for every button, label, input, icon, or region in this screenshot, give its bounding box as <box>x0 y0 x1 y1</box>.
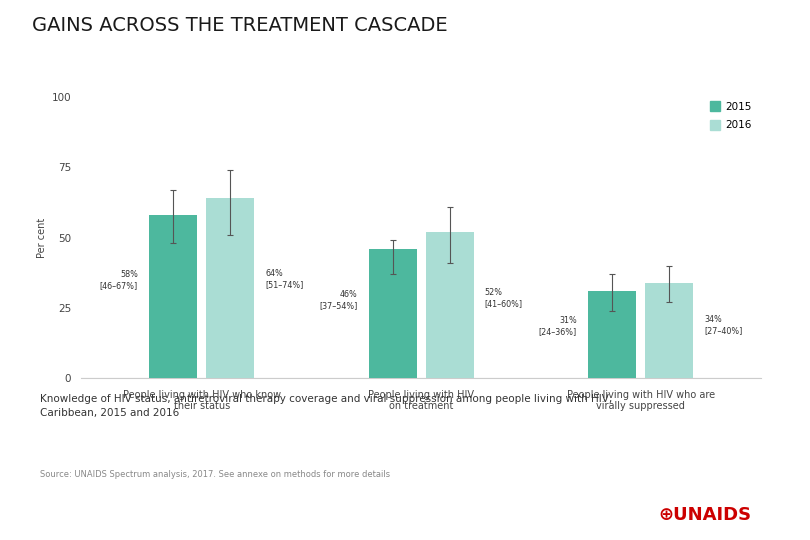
Text: 64%
[51–74%]: 64% [51–74%] <box>266 269 304 289</box>
Bar <box>645 282 693 378</box>
Text: 31%
[24–36%]: 31% [24–36%] <box>539 316 577 336</box>
Bar <box>206 198 254 378</box>
Text: 46%
[37–54%]: 46% [37–54%] <box>319 291 357 310</box>
Text: 34%
[27–40%]: 34% [27–40%] <box>705 315 743 335</box>
Text: 58%
[46–67%]: 58% [46–67%] <box>100 270 138 291</box>
Bar <box>425 232 474 378</box>
Bar <box>149 215 198 378</box>
Text: ⊕UNAIDS: ⊕UNAIDS <box>659 506 751 524</box>
Legend: 2015, 2016: 2015, 2016 <box>706 97 757 134</box>
Text: Source: UNAIDS Spectrum analysis, 2017. See annexe on methods for more details: Source: UNAIDS Spectrum analysis, 2017. … <box>40 470 390 479</box>
Bar <box>369 249 417 378</box>
Text: Knowledge of HIV status, antiretroviral therapy coverage and viral suppression a: Knowledge of HIV status, antiretroviral … <box>40 394 612 418</box>
Y-axis label: Per cent: Per cent <box>37 218 48 258</box>
Text: GAINS ACROSS THE TREATMENT CASCADE: GAINS ACROSS THE TREATMENT CASCADE <box>32 16 448 35</box>
Bar <box>588 291 637 378</box>
Text: 52%
[41–60%]: 52% [41–60%] <box>485 288 523 308</box>
